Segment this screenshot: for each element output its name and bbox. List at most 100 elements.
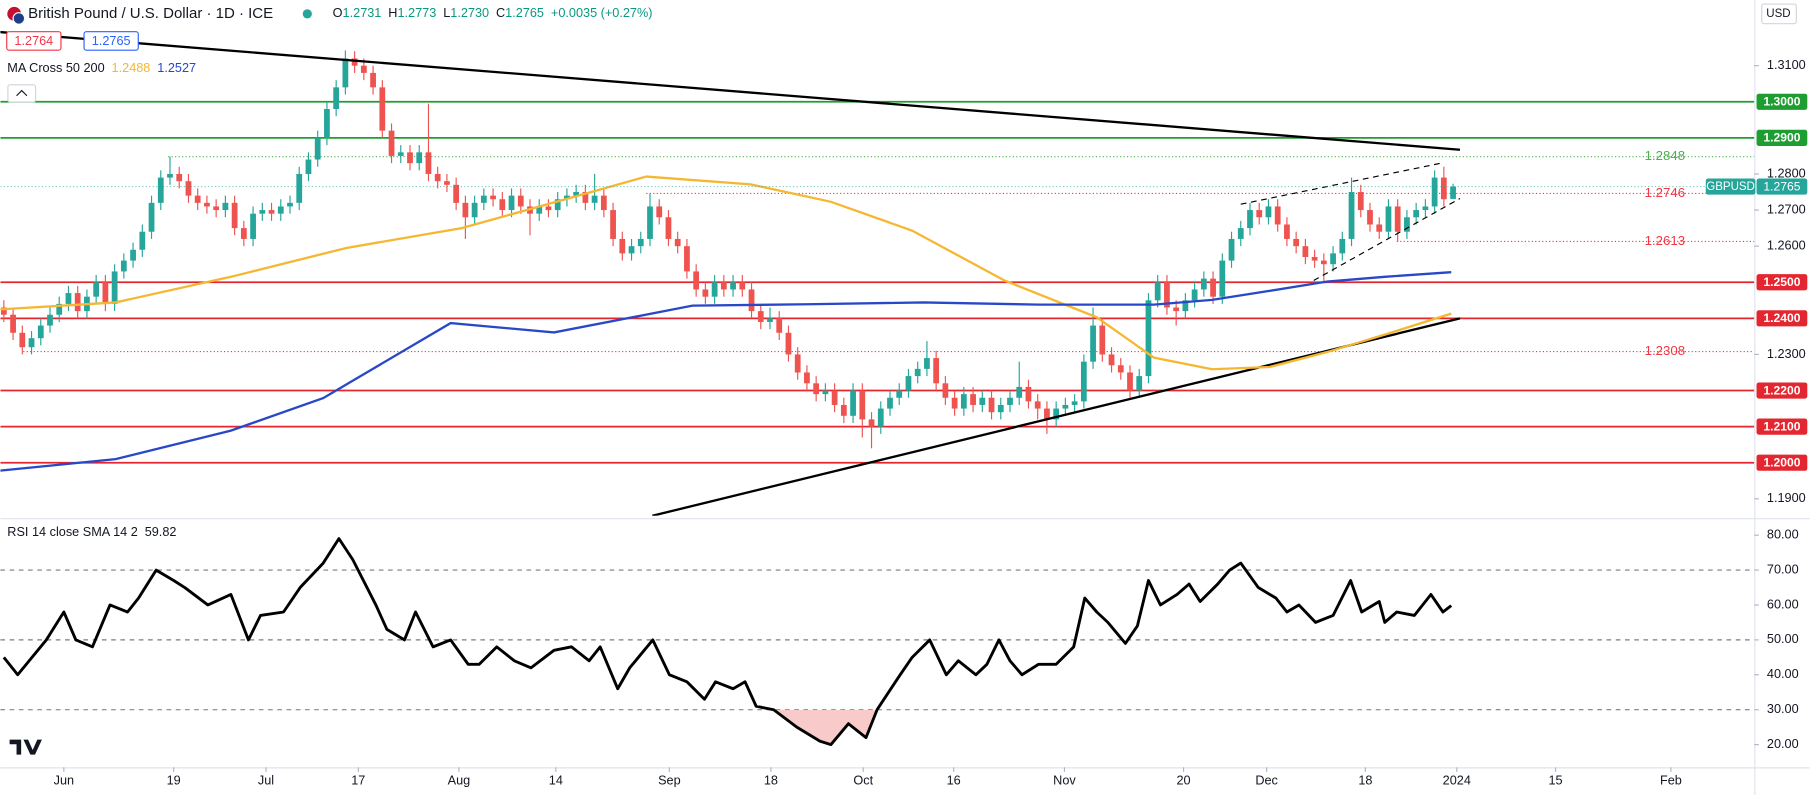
level-label: 1.2100 — [1763, 419, 1800, 433]
candle-body — [905, 376, 912, 391]
candle-body — [1450, 186, 1456, 199]
wedge-line — [1240, 162, 1444, 205]
level-tag — [1756, 274, 1808, 291]
plot: 1.3100 1.2800 1.2700 1.2600 1.2300 1.1900 Jun 1… — [0, 30, 1808, 788]
candle-body — [425, 152, 432, 174]
candle-body — [1413, 210, 1420, 218]
legend-part: MA Cross 50 200 — [7, 62, 104, 76]
candle-body — [554, 199, 561, 211]
indicator-legend: MA Cross 50 200 1.2488 1.2527 — [7, 62, 196, 76]
currency-button[interactable] — [1761, 3, 1797, 25]
trendline — [652, 317, 1461, 516]
last-price-box — [1756, 178, 1808, 195]
level-label: 1.3000 — [1763, 95, 1800, 109]
candle-body — [176, 173, 183, 182]
candle-body — [1256, 210, 1263, 218]
candle-body — [453, 184, 460, 203]
candle-body — [10, 314, 16, 333]
candle-body — [1117, 365, 1124, 373]
rsi-legend: RSI 14 close SMA 14 2 59.82 — [7, 525, 176, 539]
candle-body — [351, 58, 358, 66]
bid-box[interactable] — [6, 31, 62, 51]
candle-body — [1025, 386, 1032, 402]
candle-body — [1210, 278, 1216, 297]
candle-body — [47, 314, 53, 326]
market-status[interactable] — [302, 9, 312, 19]
candle-body — [56, 303, 63, 315]
candle-body — [1200, 278, 1207, 290]
candle-body — [296, 173, 303, 203]
candle-body — [730, 282, 736, 290]
candle-body — [794, 354, 801, 373]
legend-part: 1.2773 — [397, 6, 436, 20]
candle-body — [684, 246, 690, 272]
candle-body — [1154, 282, 1161, 301]
candle-body — [1339, 238, 1346, 254]
rsi-tick-label: 70.00 — [1767, 562, 1799, 576]
candle-body — [360, 65, 367, 73]
candle-body — [222, 202, 229, 211]
legend-part: RSI 14 close SMA 14 2 — [7, 525, 137, 539]
moving-average — [0, 175, 1452, 371]
level-label: 1.2400 — [1763, 311, 1800, 325]
overlay: British Pound / U.S. Dollar · 1D · ICE O… — [6, 3, 1797, 755]
level-tag — [1756, 382, 1808, 399]
candle-body — [370, 72, 376, 88]
candle-body — [388, 130, 395, 156]
candle-body — [1182, 300, 1189, 312]
level-tag — [1756, 129, 1808, 146]
candle-body — [1404, 217, 1410, 232]
candle-body — [591, 195, 598, 203]
level-label: 1.2200 — [1763, 383, 1800, 397]
candle-body — [1108, 354, 1115, 366]
rsi-line — [2, 537, 1453, 747]
rsi-tick-label: 30.00 — [1767, 702, 1799, 716]
candle-body — [1090, 325, 1096, 362]
level-label: 1.2500 — [1763, 275, 1800, 289]
last-price-name: GBPUSD — [1706, 181, 1755, 193]
candle-body — [951, 397, 958, 409]
ask-box[interactable] — [83, 31, 139, 51]
candle-body — [19, 332, 26, 348]
legend-part: 59.82 — [145, 525, 177, 539]
candle-body — [1219, 260, 1226, 297]
legend-part: 1.2765 — [505, 6, 544, 20]
trendline — [0, 30, 1461, 151]
collapse-button[interactable] — [7, 84, 37, 103]
candle-body — [480, 195, 487, 203]
y-tick-label: 1.2800 — [1767, 166, 1806, 180]
candle-body — [490, 195, 496, 200]
wedge-line — [1313, 197, 1461, 282]
candle-body — [1071, 401, 1078, 405]
candle-body — [1080, 361, 1087, 402]
moving-average — [0, 271, 1452, 472]
candle-body — [637, 238, 644, 247]
candle-body — [702, 289, 709, 297]
y-tick-label: 1.1900 — [1767, 491, 1806, 505]
candle-body — [1431, 177, 1438, 207]
candle-body — [416, 152, 423, 164]
candle-body — [619, 238, 626, 254]
x-tick-label: Nov — [1053, 774, 1076, 788]
candle-body — [185, 181, 192, 196]
candle-body — [693, 271, 700, 290]
dotted-level-label: 1.2848 — [1645, 148, 1686, 163]
candle-body — [287, 202, 293, 207]
candle-body — [167, 173, 173, 178]
legend-part: 1.2527 — [157, 62, 196, 76]
candle-body — [324, 109, 330, 138]
dotted-level-label: 1.2613 — [1645, 233, 1686, 248]
candle-body — [739, 282, 746, 290]
candle-body — [942, 383, 949, 398]
x-tick-label: 19 — [167, 774, 181, 788]
x-tick-label: 16 — [947, 774, 961, 788]
candle-body — [813, 383, 820, 395]
candle-body — [194, 195, 201, 203]
candle-body — [785, 332, 792, 355]
candle-body — [804, 372, 810, 384]
candle-body — [250, 213, 256, 239]
candle-body — [767, 318, 773, 322]
bid: 1.2764 — [14, 34, 53, 48]
candle-body — [1237, 228, 1244, 239]
candle-body — [997, 404, 1004, 413]
